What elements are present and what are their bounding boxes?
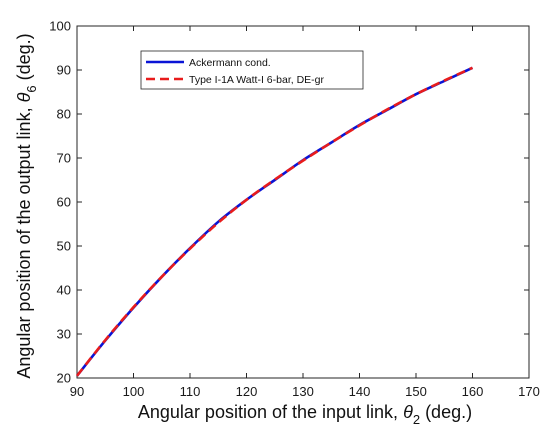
y-tick-label-100: 100 (49, 19, 71, 34)
legend-box (140, 50, 364, 90)
x-tick-label-120: 120 (236, 384, 258, 399)
x-axis-label-subscript: 2 (413, 412, 420, 427)
x-axis-label-text: Angular position of the input link, (138, 402, 403, 422)
y-axis-label-text: Angular position of the output link, (14, 102, 34, 378)
x-axis-label-suffix: (deg.) (420, 402, 472, 422)
y-axis-label: Angular position of the output link, θ6 … (14, 33, 39, 378)
x-axis-label-symbol: θ (403, 402, 413, 422)
legend-entry-watt-six-bar: Type I-1A Watt-I 6-bar, DE-gr (189, 74, 324, 86)
y-tick-label-40: 40 (57, 283, 71, 298)
y-tick-label-70: 70 (57, 151, 71, 166)
y-tick-label-20: 20 (57, 371, 71, 386)
x-tick-label-100: 100 (123, 384, 145, 399)
axis-tick-labels: 90 100 110 120 130 140 150 160 170 20 30 40 50 60 70 80… (49, 19, 540, 400)
y-tick-label-80: 80 (57, 107, 71, 122)
x-axis-label: Angular position of the input link, θ2 (… (138, 402, 472, 427)
y-tick-label-60: 60 (57, 195, 71, 210)
y-axis-label-subscript: 6 (24, 85, 39, 92)
y-axis-label-symbol: θ (14, 92, 34, 102)
x-tick-label-90: 90 (70, 384, 84, 399)
x-tick-label-130: 130 (292, 384, 314, 399)
x-tick-label-140: 140 (349, 384, 371, 399)
legend-entry-ackermann: Ackermann cond. (189, 57, 271, 69)
x-tick-label-110: 110 (180, 384, 201, 399)
y-tick-label-30: 30 (57, 327, 71, 342)
y-tick-label-50: 50 (57, 239, 71, 254)
x-tick-label-170: 170 (518, 384, 540, 399)
axis-ticks (76, 25, 530, 379)
series-layer (75, 66, 474, 377)
x-tick-label-150: 150 (405, 384, 427, 399)
legend: Ackermann cond. Type I-1A Watt-I 6-bar, … (140, 50, 364, 90)
y-axis-label-suffix: (deg.) (14, 33, 34, 85)
series-line-watt-six-bar (75, 66, 474, 377)
y-tick-label-90: 90 (57, 63, 71, 78)
x-tick-label-160: 160 (462, 384, 484, 399)
